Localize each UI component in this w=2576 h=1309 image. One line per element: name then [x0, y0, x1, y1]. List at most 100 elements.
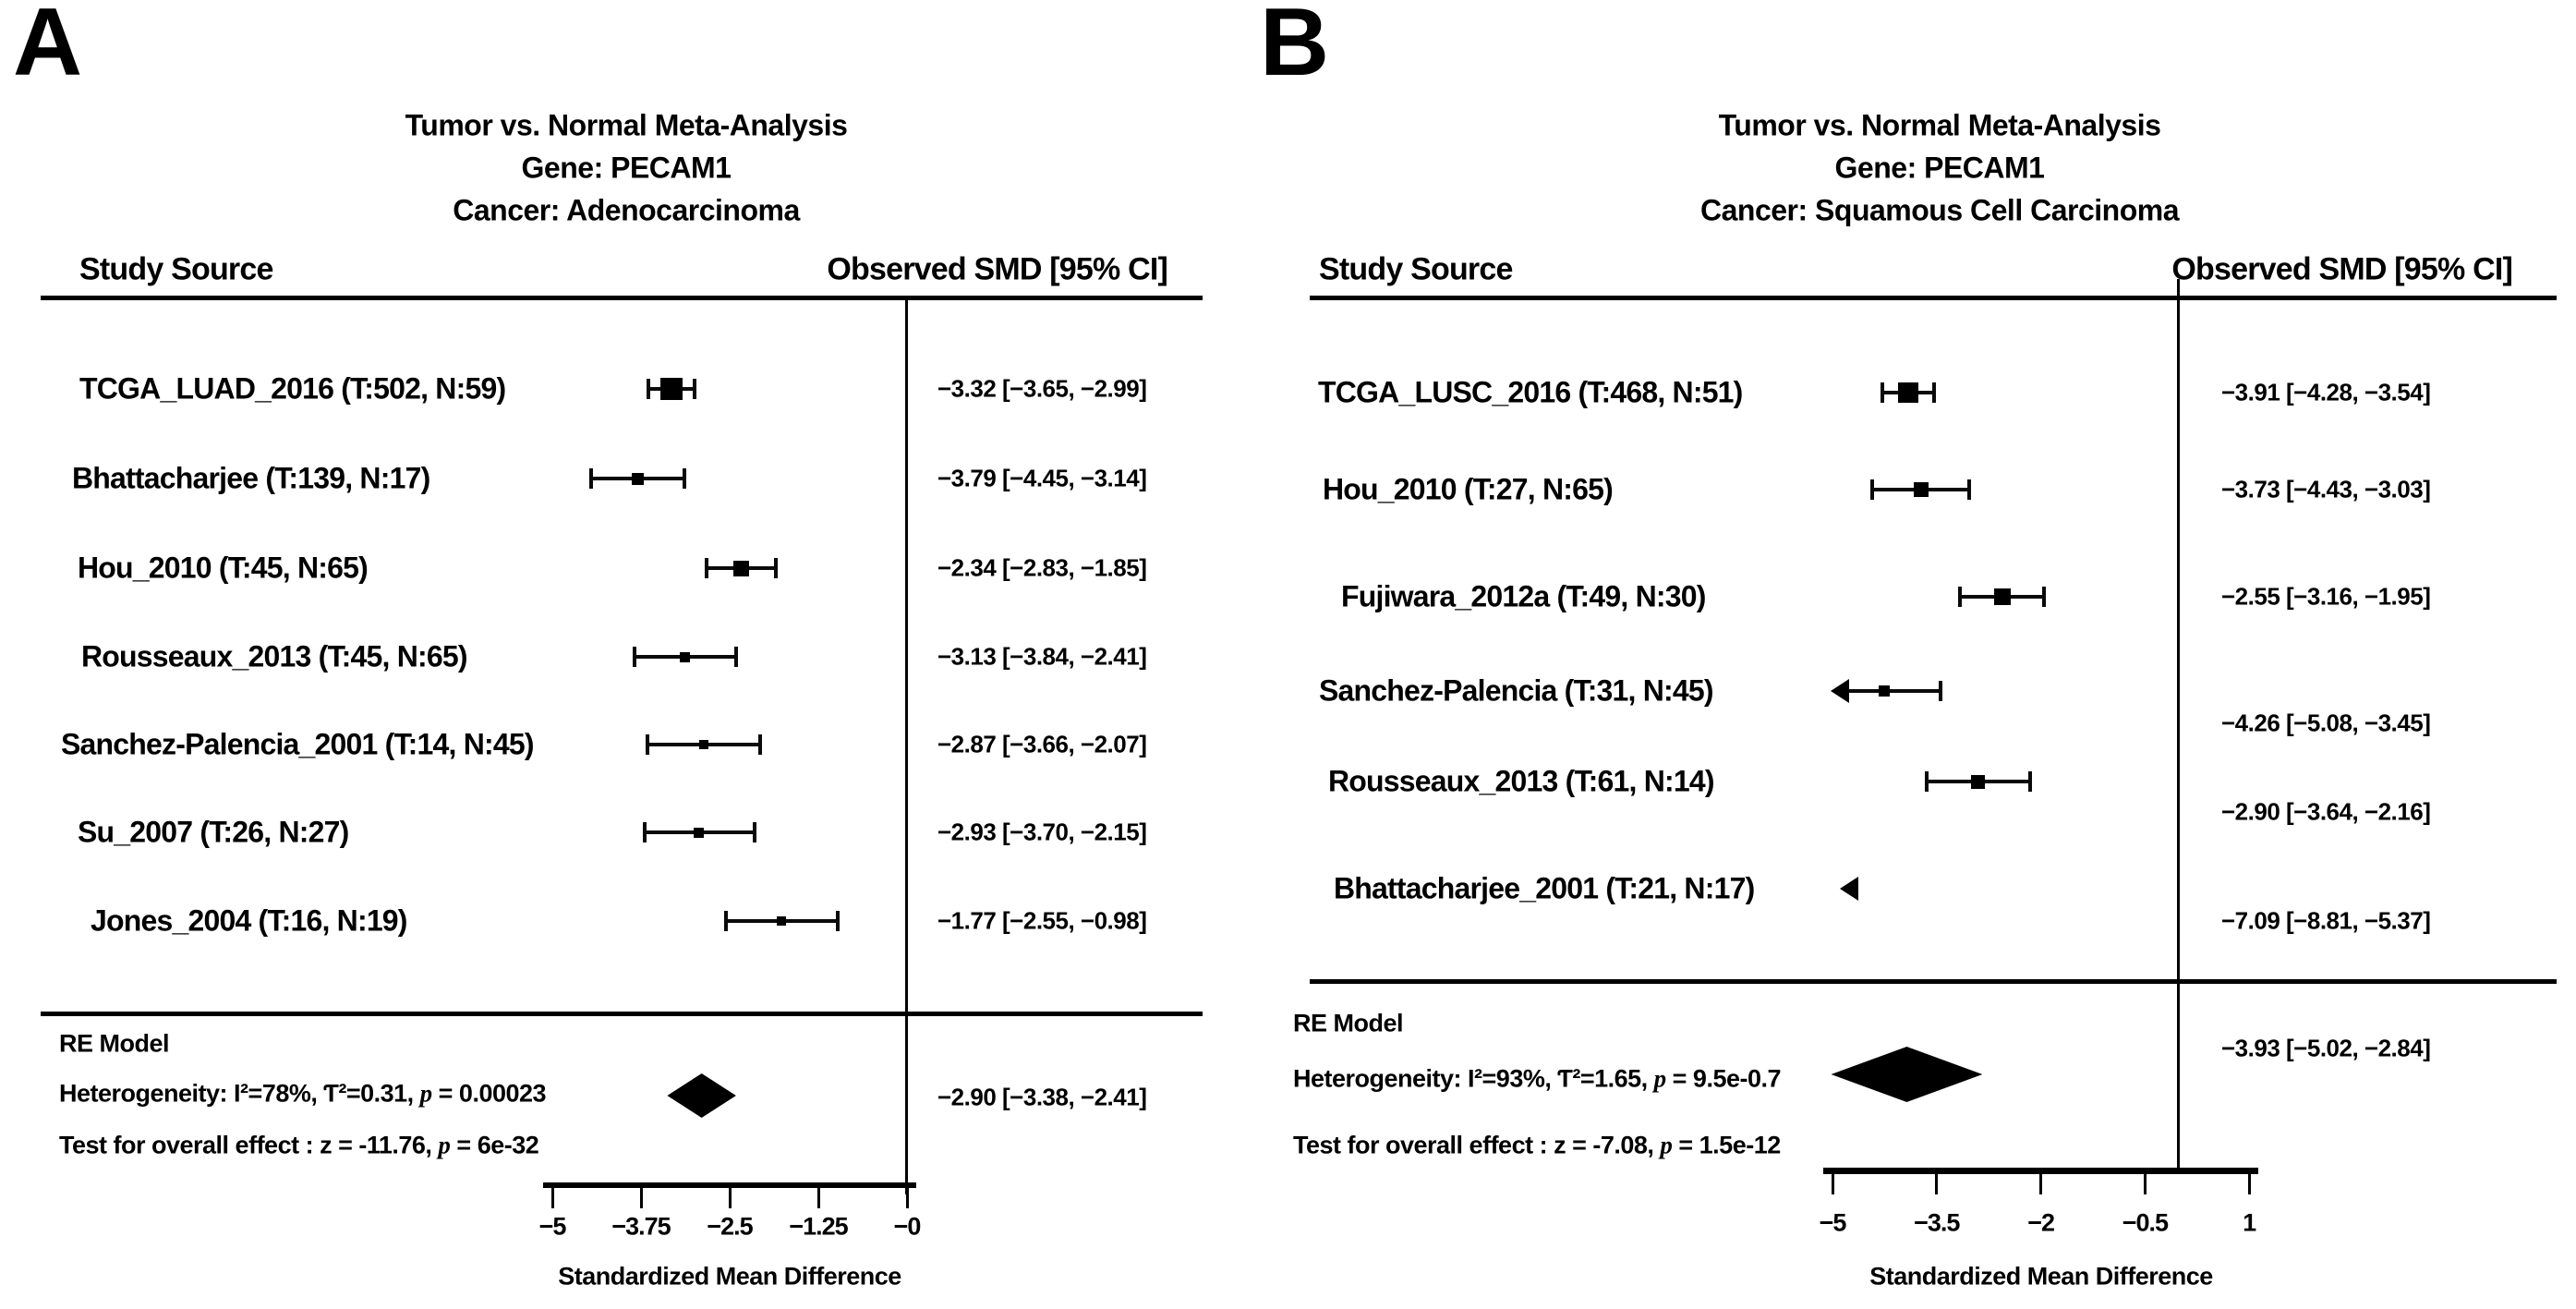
ci-cap-right	[773, 558, 778, 578]
panel-a-test-post: = 6e-32	[450, 1131, 539, 1159]
panel-a-title-line-2: Gene: PECAM1	[521, 151, 732, 185]
study-label: Bhattacharjee_2001 (T:21, N:17)	[1334, 871, 1755, 905]
axis-tick	[816, 1188, 820, 1208]
panel-b-overall-test-line: Test for overall effect : z = -7.08, p =…	[1293, 1132, 1781, 1160]
panel-a-summary-ci-text: −2.90 [−3.38, −2.41]	[937, 1083, 1147, 1111]
study-ci-text: −2.87 [−3.66, −2.07]	[937, 730, 1147, 758]
panel-b-test-pre: Test for overall effect : z = -7.08,	[1293, 1131, 1661, 1159]
ci-cap-right	[1931, 382, 1936, 403]
axis-tick	[2247, 1174, 2251, 1194]
smd-marker	[1913, 482, 1929, 497]
ci-clip-arrow-left-icon	[1840, 877, 1858, 901]
study-label: Jones_2004 (T:16, N:19)	[91, 903, 407, 938]
axis-tick-label: −5	[538, 1212, 567, 1241]
axis-tick	[1935, 1174, 1939, 1194]
study-ci-text: −4.26 [−5.08, −3.45]	[2221, 709, 2431, 737]
panel-a-re-model-label: RE Model	[59, 1029, 170, 1058]
ci-cap-right	[733, 647, 738, 667]
ci-cap-left	[633, 647, 637, 667]
panel-b-top-rule	[1310, 296, 2557, 300]
panel-a-x-axis-title: Standardized Mean Difference	[558, 1262, 901, 1291]
panel-b-heterogeneity-pre: Heterogeneity: I²=93%, Ƭ²=1.65,	[1293, 1064, 1654, 1093]
panel-b-x-axis-bar	[1823, 1168, 2258, 1174]
study-ci-text: −2.34 [−2.83, −1.85]	[937, 553, 1147, 582]
study-label: Hou_2010 (T:45, N:65)	[78, 551, 369, 585]
panel-a-heterogeneity-pre: Heterogeneity: I²=78%, Ƭ²=0.31,	[59, 1079, 420, 1108]
ci-whisker	[1845, 689, 1941, 693]
ci-cap-right	[1967, 479, 1972, 500]
ci-cap-left	[646, 379, 650, 399]
panel-a-heterogeneity-post: = 0.00023	[431, 1079, 547, 1108]
ci-cap-right	[2042, 587, 2047, 607]
panel-b-summary-ci-text: −3.93 [−5.02, −2.84]	[2221, 1034, 2431, 1062]
smd-marker	[660, 378, 683, 400]
study-label: Sanchez-Palencia (T:31, N:45)	[1319, 673, 1714, 708]
panel-b-reference-line	[2177, 279, 2180, 1170]
study-ci-text: −3.32 [−3.65, −2.99]	[937, 374, 1147, 403]
ci-cap-left	[1881, 382, 1885, 403]
panel-a-smd-header: Observed SMD [95% CI]	[827, 251, 1167, 287]
panel-b-bottom-rule	[1310, 979, 2557, 984]
study-ci-text: −3.13 [−3.84, −2.41]	[937, 642, 1147, 671]
panel-a-p-symbol-2: p	[438, 1131, 451, 1159]
axis-tick-label: −5	[1819, 1208, 1847, 1237]
ci-cap-left	[645, 734, 649, 755]
panel-a-heterogeneity-line: Heterogeneity: I²=78%, Ƭ²=0.31, p = 0.00…	[59, 1079, 547, 1109]
study-ci-text: −2.55 [−3.16, −1.95]	[2221, 582, 2431, 611]
axis-tick-label: −2.5	[707, 1212, 753, 1241]
panel-b-title-line-1: Tumor vs. Normal Meta-Analysis	[1718, 108, 2161, 142]
axis-tick	[639, 1188, 643, 1208]
panel-b-letter: B	[1260, 0, 1329, 96]
study-ci-text: −3.73 [−4.43, −3.03]	[2221, 475, 2431, 503]
axis-tick-label: −1.25	[789, 1212, 848, 1241]
ci-cap-left	[1925, 771, 1929, 792]
smd-marker	[777, 916, 787, 926]
panel-a-reference-line	[905, 296, 908, 1194]
axis-tick	[728, 1188, 732, 1208]
study-label: Sanchez-Palencia_2001 (T:14, N:45)	[61, 727, 535, 761]
smd-marker	[732, 560, 749, 576]
axis-tick-label: −3.5	[1914, 1208, 1960, 1237]
panel-a-letter: A	[13, 0, 82, 96]
study-label: Rousseaux_2013 (T:45, N:65)	[81, 639, 468, 673]
panel-b-smd-header: Observed SMD [95% CI]	[2171, 251, 2512, 287]
ci-cap-left	[1869, 479, 1874, 500]
panel-a-title-line-1: Tumor vs. Normal Meta-Analysis	[405, 108, 848, 142]
panel-b-heterogeneity-line: Heterogeneity: I²=93%, Ƭ²=1.65, p = 9.5e…	[1293, 1064, 1782, 1094]
study-label: Rousseaux_2013 (T:61, N:14)	[1328, 764, 1715, 798]
panel-b-test-post: = 1.5e-12	[1672, 1131, 1781, 1159]
study-label: TCGA_LUSC_2016 (T:468, N:51)	[1318, 375, 1743, 409]
axis-tick-label: −0.5	[2122, 1208, 2169, 1237]
study-ci-text: −3.79 [−4.45, −3.14]	[937, 464, 1147, 492]
panel-a-top-rule	[41, 296, 1203, 300]
study-label: TCGA_LUAD_2016 (T:502, N:59)	[79, 371, 506, 406]
study-ci-text: −3.91 [−4.28, −3.54]	[2221, 378, 2431, 406]
smd-marker	[1994, 588, 2012, 605]
smd-marker	[1971, 774, 1986, 789]
panel-a-p-symbol: p	[419, 1079, 433, 1108]
ci-cap-right	[758, 734, 763, 755]
ci-cap-left	[642, 822, 647, 842]
study-ci-text: −2.90 [−3.64, −2.16]	[2221, 797, 2431, 826]
smd-marker	[1897, 382, 1918, 403]
study-ci-text: −2.93 [−3.70, −2.15]	[937, 818, 1147, 846]
axis-tick-label: −3.75	[611, 1212, 671, 1241]
axis-tick	[1831, 1174, 1834, 1194]
panel-b-p-symbol: p	[1653, 1064, 1667, 1093]
panel-b-title-line-2: Gene: PECAM1	[1834, 151, 2045, 185]
ci-cap-right	[1938, 681, 1942, 701]
ci-cap-right	[693, 379, 697, 399]
axis-tick	[905, 1188, 909, 1208]
axis-tick-label: −0	[893, 1212, 922, 1241]
axis-tick	[550, 1188, 554, 1208]
smd-marker	[698, 740, 708, 749]
summary-diamond	[1831, 1047, 1983, 1102]
ci-clip-arrow-left-icon	[1831, 679, 1849, 703]
panel-a-study-source-header: Study Source	[79, 251, 273, 287]
study-label: Hou_2010 (T:27, N:65)	[1323, 472, 1614, 506]
axis-tick	[2039, 1174, 2043, 1194]
panel-a-test-pre: Test for overall effect : z = -11.76,	[59, 1131, 439, 1159]
ci-cap-right	[682, 468, 686, 489]
axis-tick-label: 1	[2243, 1208, 2256, 1237]
